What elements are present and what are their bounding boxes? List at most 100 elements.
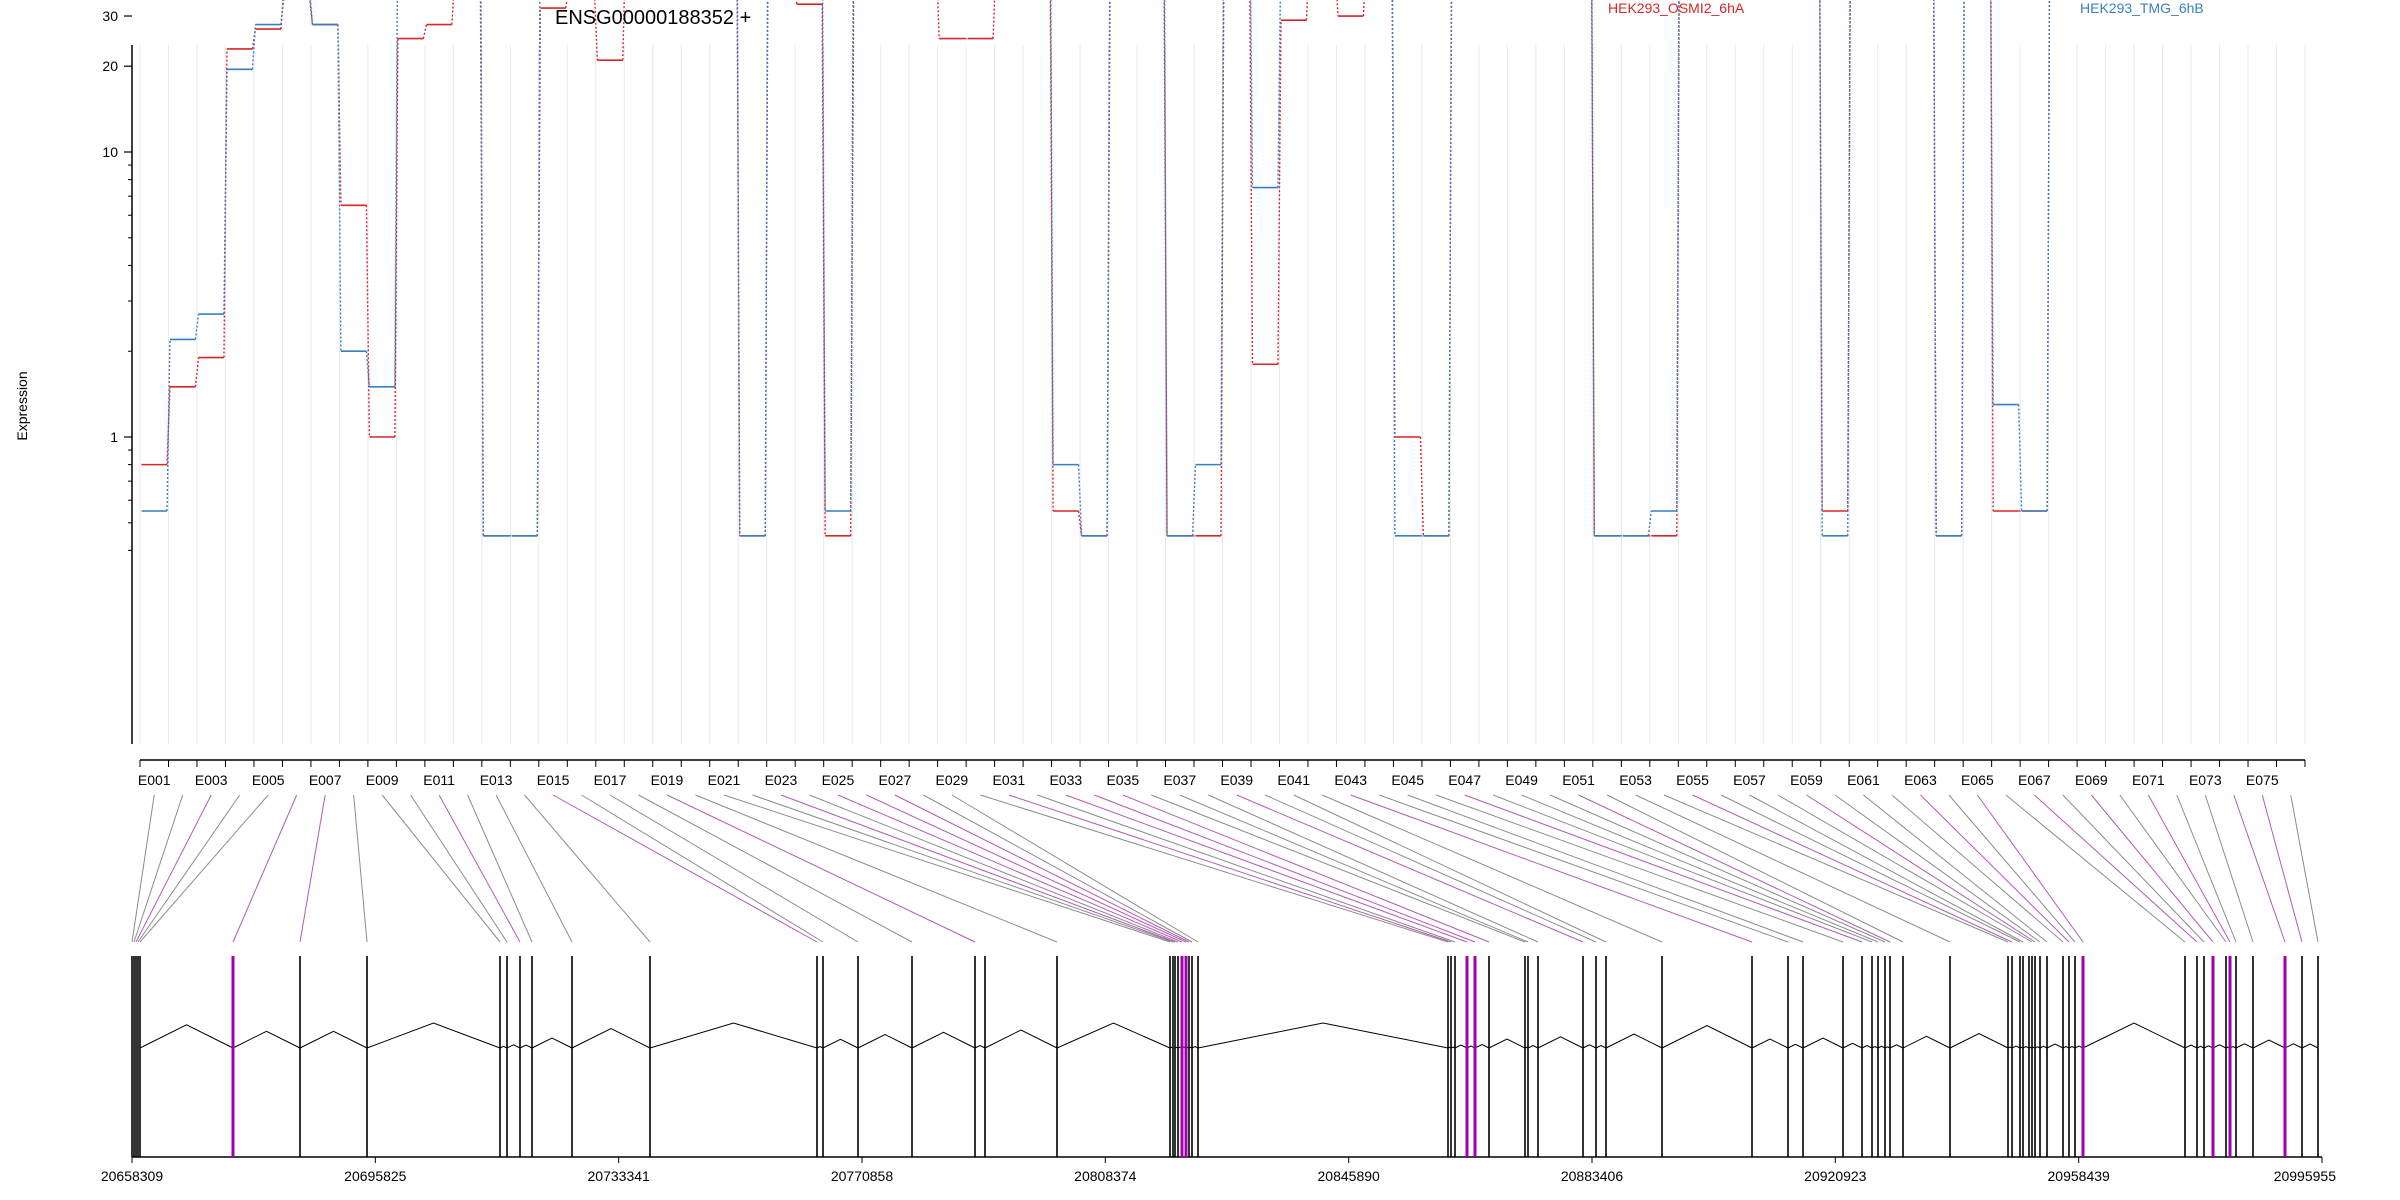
series-connector: [1077, 510, 1083, 536]
exon-connector: [1578, 794, 1891, 943]
exon-connector: [353, 794, 368, 943]
x-tick-label: E001: [138, 772, 171, 788]
intron: [1191, 1045, 1199, 1049]
exon-connector: [780, 794, 1176, 943]
exon-connector: [552, 794, 818, 943]
x-tick-label: E041: [1277, 772, 1310, 788]
series-connector: [1250, 0, 1254, 188]
exon-connector: [837, 794, 1183, 943]
x-tick-label: E031: [992, 772, 1025, 788]
intron: [2046, 1043, 2064, 1049]
exon-connector: [1948, 794, 2076, 943]
exon-connector: [1920, 794, 2070, 943]
series-connector: [821, 4, 826, 536]
x-tick-label: E065: [1961, 772, 1994, 788]
series-connector: [365, 205, 371, 438]
exon-connector: [638, 794, 913, 943]
exon-connector: [467, 794, 533, 943]
exon-connector: [2261, 794, 2303, 943]
x-tick-label: E017: [594, 772, 627, 788]
series-connector: [2017, 404, 2023, 512]
exon-connector: [410, 794, 508, 943]
x-tick-label: E057: [1733, 772, 1766, 788]
exon-connector: [2147, 794, 2231, 943]
exon-connector: [2062, 794, 2205, 943]
exon-connector: [1037, 794, 1456, 943]
y-axis-ticks: 110203050100200: [102, 8, 132, 551]
x-tick-label: E033: [1049, 772, 1082, 788]
series-connector: [937, 0, 940, 39]
intron: [1787, 1043, 1804, 1049]
exon-connector: [1008, 794, 1452, 943]
genomic-tick-label: 20695825: [344, 1168, 407, 1184]
intron: [2212, 1044, 2227, 1049]
exon-connector: [1208, 794, 1539, 943]
exon-connector: [1777, 794, 2033, 943]
series-connector: [451, 0, 455, 25]
series-connector: [194, 357, 200, 387]
x-tick-label: E003: [195, 772, 228, 788]
intron: [1537, 1036, 1584, 1049]
exon-connector: [2233, 794, 2286, 943]
exon-connector: [923, 794, 1193, 943]
y-tick-label: 1: [110, 429, 118, 445]
x-tick-label: E055: [1676, 772, 1709, 788]
x-tick-label: E009: [366, 772, 399, 788]
exon-connector-lines: [131, 794, 2319, 943]
x-tick-label: E059: [1790, 772, 1823, 788]
series-connector: [394, 38, 399, 438]
intron: [984, 1029, 1058, 1049]
exon-connector: [1492, 794, 1873, 943]
intron: [2011, 1045, 2021, 1049]
exon-connector: [135, 794, 212, 943]
exon-connector: [1976, 794, 2084, 943]
genomic-axis-ticks: 20658309 20695825 20733341 20770858 20808374…: [101, 1157, 2336, 1184]
exon-connector: [495, 794, 573, 943]
series-connector: [622, 0, 625, 61]
intron: [857, 1033, 913, 1049]
intron: [2034, 1046, 2041, 1049]
intron: [1842, 1042, 1863, 1049]
x-tick-label: E013: [480, 772, 513, 788]
intron: [1595, 1044, 1607, 1049]
series-connector: [337, 24, 342, 352]
legend-series-2: HEK293_TMG_6hB: [2080, 0, 2204, 16]
x-tick-label: E029: [936, 772, 969, 788]
x-tick-label: E067: [2018, 772, 2051, 788]
exon-connector: [1122, 794, 1490, 943]
exon-connector: [232, 794, 298, 943]
exon-connector: [2005, 794, 2186, 943]
series-connector: [1391, 0, 1396, 536]
series-connector: [1220, 0, 1225, 465]
intron: [2184, 1044, 2198, 1049]
exon-connector: [1549, 794, 1886, 943]
series-connector: [1336, 0, 1339, 17]
intron: [1527, 1044, 1539, 1049]
x-tick-label: E021: [708, 772, 741, 788]
series-2: [141, 0, 2051, 537]
exon-connector: [1265, 794, 1597, 943]
series-connector: [166, 339, 171, 512]
exon-connector: [1663, 794, 2009, 943]
exon-connector: [1435, 794, 1844, 943]
intron: [499, 1045, 508, 1049]
intron: [1861, 1044, 1873, 1049]
intron: [2235, 1043, 2254, 1049]
intron: [1802, 1037, 1844, 1049]
intron: [2062, 1045, 2070, 1049]
series-connector: [1362, 0, 1365, 17]
exon-connector: [139, 794, 269, 943]
series-connector: [992, 0, 996, 39]
intron: [299, 1030, 368, 1049]
x-tick-label: E011: [423, 772, 455, 788]
exon-connector: [2090, 794, 2214, 943]
series-connector: [1277, 20, 1282, 365]
series-connector: [251, 24, 257, 70]
exon-connector: [1350, 794, 1753, 943]
y-tick-label: 30: [102, 8, 118, 24]
x-tick-label: E061: [1847, 772, 1880, 788]
x-tick-label: E063: [1904, 772, 1937, 788]
exon-connector: [581, 794, 824, 943]
intron: [1871, 1045, 1879, 1049]
